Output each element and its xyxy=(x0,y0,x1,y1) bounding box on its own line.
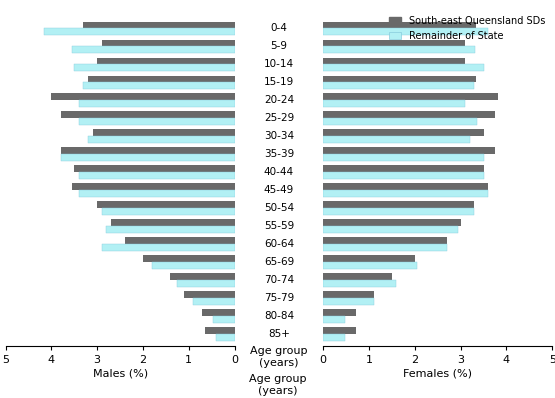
Text: 25-29: 25-29 xyxy=(264,113,294,123)
Bar xyxy=(323,76,476,82)
Bar xyxy=(323,183,488,190)
Bar xyxy=(83,82,235,89)
Bar xyxy=(216,334,235,341)
Bar xyxy=(44,29,235,35)
Bar xyxy=(323,129,483,136)
Text: Age group
(years): Age group (years) xyxy=(249,375,306,396)
Legend: South-east Queensland SDs, Remainder of State: South-east Queensland SDs, Remainder of … xyxy=(387,14,547,43)
Bar xyxy=(83,21,235,29)
Bar xyxy=(88,136,235,143)
Text: 60-64: 60-64 xyxy=(264,239,294,249)
Text: 75-79: 75-79 xyxy=(264,293,294,303)
Bar xyxy=(323,29,488,35)
Text: 70-74: 70-74 xyxy=(264,275,294,285)
X-axis label: Females (%): Females (%) xyxy=(403,368,472,378)
Text: 20-24: 20-24 xyxy=(264,95,294,105)
Bar xyxy=(323,280,396,287)
Bar xyxy=(323,94,498,100)
Bar xyxy=(323,136,470,143)
Bar xyxy=(102,40,235,47)
Bar xyxy=(170,273,235,280)
Bar xyxy=(79,100,235,107)
Text: 10-14: 10-14 xyxy=(264,59,294,69)
Bar xyxy=(323,118,477,125)
Bar xyxy=(72,183,235,190)
Text: 5-9: 5-9 xyxy=(270,41,287,51)
Bar xyxy=(323,334,345,341)
Bar xyxy=(60,111,235,118)
Bar xyxy=(213,316,235,322)
Bar xyxy=(323,244,447,251)
Bar xyxy=(125,237,235,244)
Bar xyxy=(205,327,235,334)
Bar xyxy=(178,280,235,287)
Text: 80-84: 80-84 xyxy=(264,311,294,321)
Text: 35-39: 35-39 xyxy=(264,149,294,159)
Bar xyxy=(52,94,235,100)
Bar xyxy=(97,201,235,208)
Text: 15-19: 15-19 xyxy=(264,77,294,87)
Bar xyxy=(60,154,235,161)
Bar xyxy=(107,226,235,233)
Text: Age group
(years): Age group (years) xyxy=(250,346,307,368)
Bar xyxy=(323,21,476,29)
Bar xyxy=(323,298,374,304)
Bar xyxy=(323,111,495,118)
Bar xyxy=(323,172,483,179)
Bar xyxy=(323,291,374,298)
Bar xyxy=(93,129,235,136)
Bar xyxy=(193,298,235,304)
Bar xyxy=(97,58,235,64)
Text: 40-44: 40-44 xyxy=(264,167,294,177)
Bar xyxy=(323,262,417,269)
Bar xyxy=(152,262,235,269)
Bar xyxy=(88,76,235,82)
Bar xyxy=(201,309,235,316)
Bar xyxy=(323,154,483,161)
Bar xyxy=(74,165,235,172)
Bar xyxy=(323,47,475,53)
Bar xyxy=(323,327,356,334)
Text: 65-69: 65-69 xyxy=(264,257,294,267)
Bar xyxy=(102,208,235,215)
Bar xyxy=(184,291,235,298)
Bar xyxy=(79,118,235,125)
Bar xyxy=(60,147,235,154)
Text: 45-49: 45-49 xyxy=(264,185,294,195)
Bar xyxy=(323,147,495,154)
Bar xyxy=(323,208,475,215)
Bar xyxy=(323,40,465,47)
Bar xyxy=(323,100,465,107)
Bar xyxy=(323,165,483,172)
Bar xyxy=(323,273,392,280)
Bar xyxy=(143,255,235,262)
Text: 30-34: 30-34 xyxy=(264,131,294,141)
Bar xyxy=(323,82,475,89)
Text: 85+: 85+ xyxy=(268,329,290,339)
Bar xyxy=(323,201,475,208)
Bar xyxy=(79,190,235,197)
Bar xyxy=(323,255,415,262)
Bar xyxy=(323,237,447,244)
Bar xyxy=(323,190,488,197)
X-axis label: Males (%): Males (%) xyxy=(93,368,148,378)
Bar xyxy=(323,316,345,322)
Bar xyxy=(72,47,235,53)
Bar xyxy=(74,64,235,71)
Text: 55-59: 55-59 xyxy=(264,221,294,231)
Bar xyxy=(323,219,461,226)
Bar xyxy=(323,64,483,71)
Bar xyxy=(111,219,235,226)
Bar xyxy=(323,226,458,233)
Text: 50-54: 50-54 xyxy=(264,203,294,213)
Bar xyxy=(102,244,235,251)
Bar xyxy=(79,172,235,179)
Text: 0-4: 0-4 xyxy=(270,23,287,33)
Bar xyxy=(323,309,356,316)
Bar xyxy=(323,58,465,64)
